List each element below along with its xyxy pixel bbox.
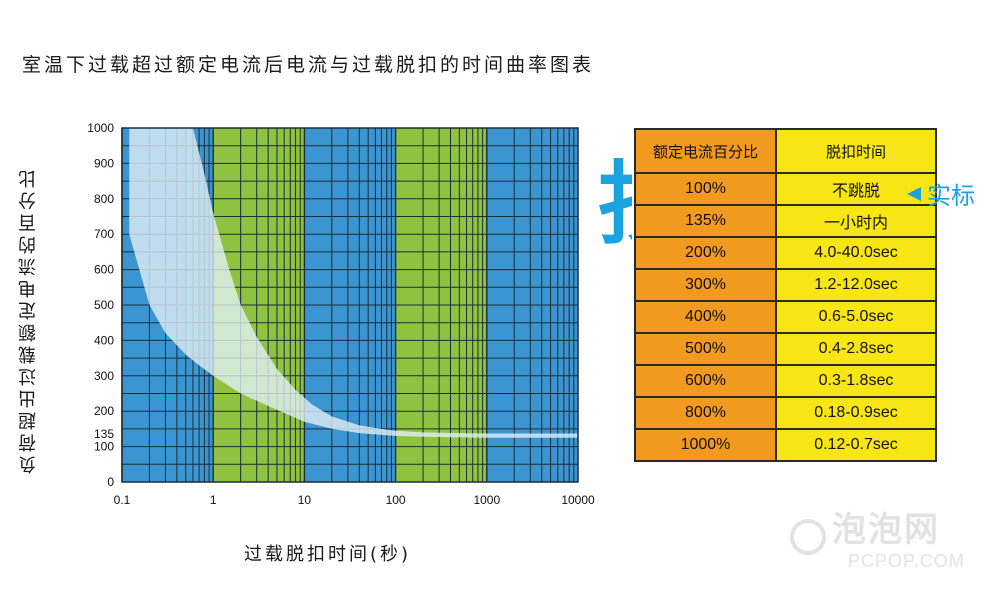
table-row: 800% 0.18-0.9sec: [634, 396, 937, 430]
y-tick-label: 800: [94, 192, 114, 206]
y-tick-label: 300: [94, 369, 114, 383]
trip-time-cell: 0.6-5.0sec: [775, 300, 937, 334]
table-row: 200% 4.0-40.0sec: [634, 236, 937, 270]
decorative-partial-char: 抄: [598, 158, 632, 298]
annotation-label: 实标: [927, 182, 975, 210]
trip-time-cell: 0.3-1.8sec: [775, 364, 937, 398]
y-tick-label: 700: [94, 227, 114, 241]
trip-time-cell: 4.0-40.0sec: [775, 236, 937, 270]
x-tick-labels: 0.1 1 10 100 1000 10000: [114, 493, 595, 507]
x-axis-label: 过载脱扣时间(秒): [244, 544, 412, 565]
y-tick-label: 500: [94, 298, 114, 312]
actual-annotation: 实标: [907, 176, 975, 211]
x-tick-label: 1000: [473, 493, 500, 507]
rated-current-cell: 500%: [634, 332, 777, 366]
x-tick-label: 1: [210, 493, 217, 507]
table-row: 1000% 0.12-0.7sec: [634, 428, 937, 462]
x-tick-label: 0.1: [114, 493, 131, 507]
table-row: 100% 不跳脱: [634, 172, 937, 206]
rated-current-cell: 400%: [634, 300, 777, 334]
left-arrow-icon: [907, 186, 921, 201]
trip-curve-chart: 0.1 1 10 100 1000 10000 010013520030040050060…: [87, 121, 595, 507]
trip-time-cell: 0.12-0.7sec: [775, 428, 937, 462]
chart-frame: [121, 127, 579, 483]
y-tick-label: 1000: [87, 121, 114, 135]
trip-time-cell: 一小时内: [775, 204, 937, 238]
y-tick-label: 600: [94, 263, 114, 277]
rated-current-cell: 300%: [634, 268, 777, 302]
trip-time-cell: 0.4-2.8sec: [775, 332, 937, 366]
trip-curve-band: [129, 128, 578, 438]
table-row: 300% 1.2-12.0sec: [634, 268, 937, 302]
watermark-domain: PCPOP.COM: [848, 550, 965, 571]
header-trip-time: 脱扣时间: [775, 128, 937, 174]
y-tick-label: 100: [94, 440, 114, 454]
x-tick-label: 10000: [561, 493, 595, 507]
table-row: 600% 0.3-1.8sec: [634, 364, 937, 398]
rating-table: 额定电流百分比 脱扣时间 100% 不跳脱 135% 一小时内 200% 4.0-40.0…: [634, 128, 937, 462]
y-tick-label: 900: [94, 156, 114, 170]
rated-current-cell: 135%: [634, 204, 777, 238]
table-row: 500% 0.4-2.8sec: [634, 332, 937, 366]
rated-current-cell: 100%: [634, 172, 777, 206]
chart-title: 室温下过载超过额定电流后电流与过载脱扣的时间曲率图表: [22, 54, 595, 76]
y-tick-label: 200: [94, 404, 114, 418]
table-header-row: 额定电流百分比 脱扣时间: [634, 128, 937, 174]
y-tick-label: 0: [107, 475, 114, 489]
rated-current-cell: 200%: [634, 236, 777, 270]
rated-current-cell: 1000%: [634, 428, 777, 462]
rated-current-cell: 800%: [634, 396, 777, 430]
table-row: 400% 0.6-5.0sec: [634, 300, 937, 334]
y-tick-label: 135: [94, 427, 114, 441]
y-tick-label: 400: [94, 333, 114, 347]
x-tick-label: 100: [386, 493, 406, 507]
rated-current-cell: 600%: [634, 364, 777, 398]
table-row: 135% 一小时内: [634, 204, 937, 238]
header-rated-current: 额定电流百分比: [634, 128, 777, 174]
watermark-text: 泡泡网: [832, 510, 940, 550]
trip-time-cell: 0.18-0.9sec: [775, 396, 937, 430]
plot-frame: [121, 127, 579, 483]
bubble-logo-icon: [790, 518, 826, 555]
trip-time-cell: 1.2-12.0sec: [775, 268, 937, 302]
watermark: 泡泡网 PCPOP.COM: [790, 502, 965, 572]
x-tick-label: 10: [298, 493, 312, 507]
